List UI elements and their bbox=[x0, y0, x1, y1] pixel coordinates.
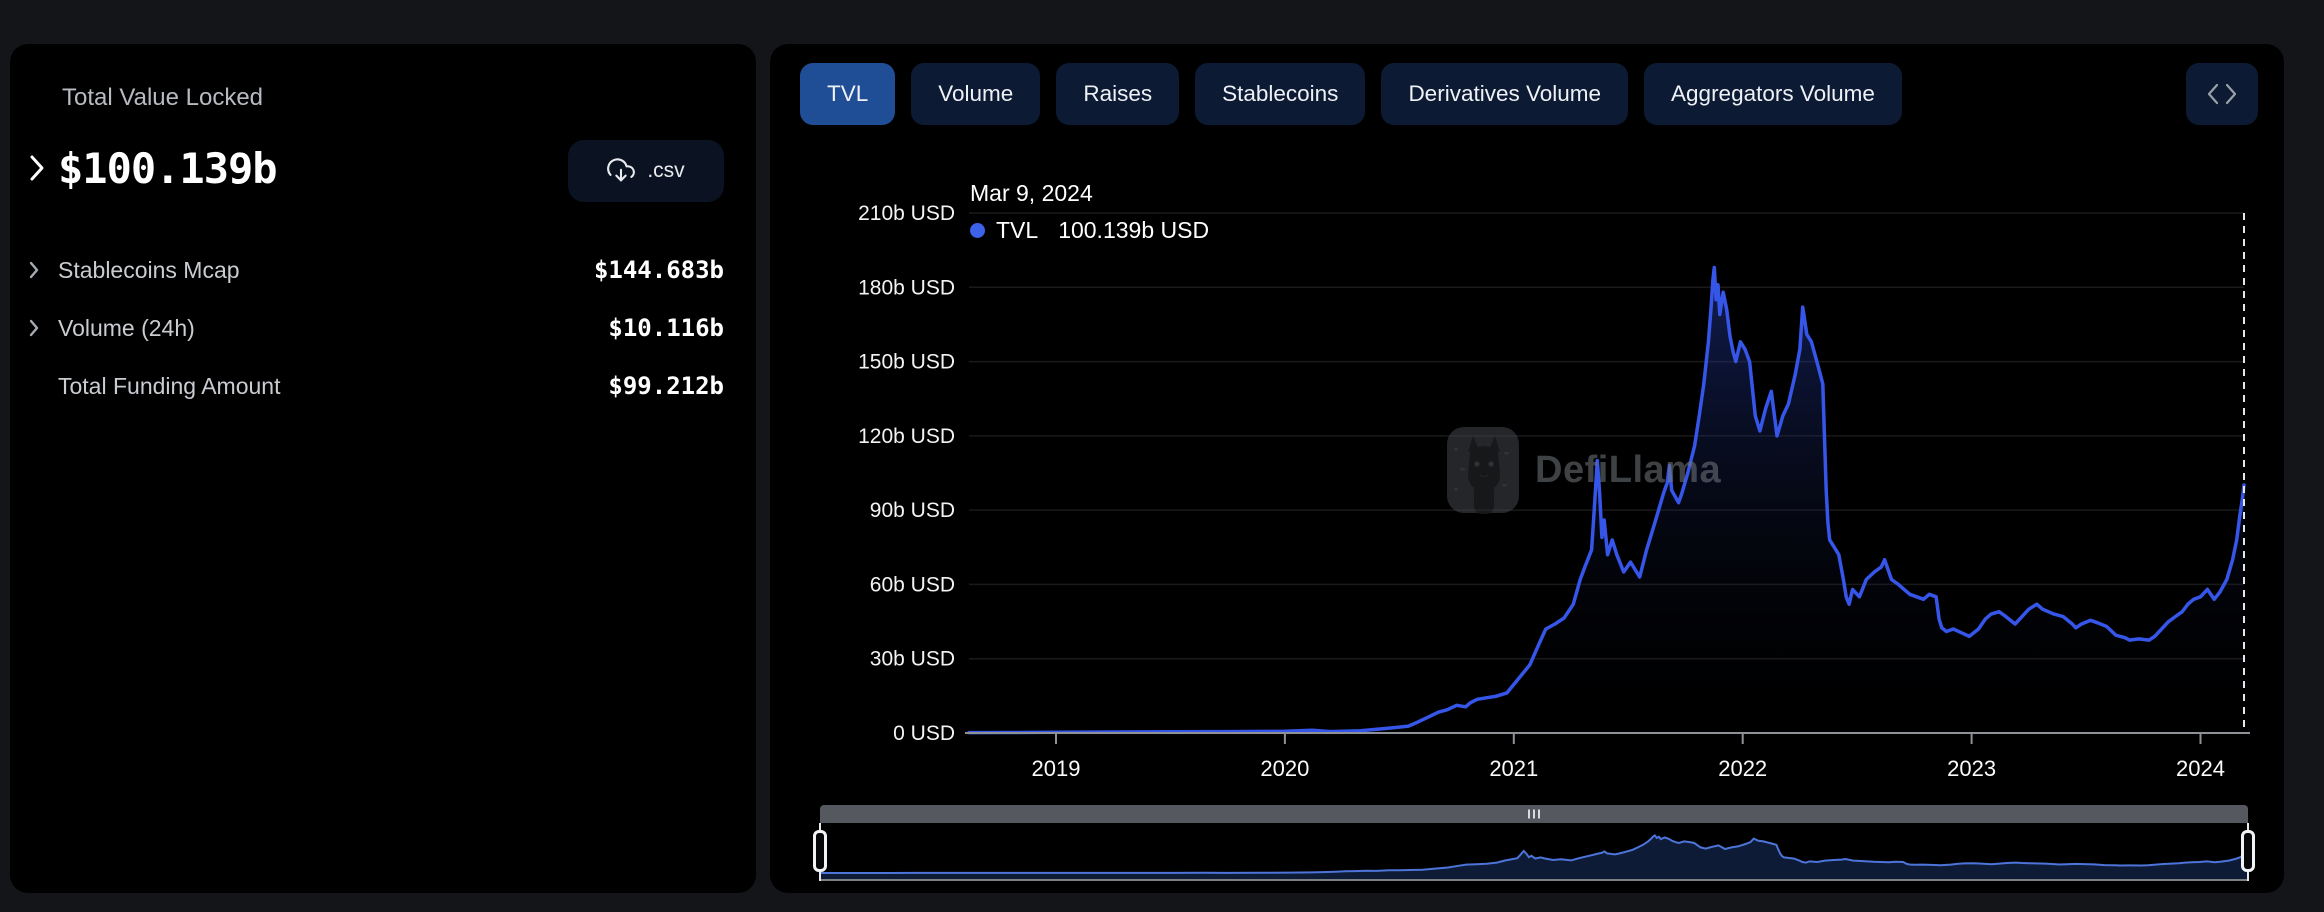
tooltip-date: Mar 9, 2024 bbox=[970, 180, 1093, 206]
metric-value: $99.212b bbox=[608, 372, 724, 400]
tvl-main-row[interactable]: $100.139b bbox=[28, 136, 278, 200]
metric-value: $144.683b bbox=[593, 256, 724, 284]
embed-code-button[interactable] bbox=[2186, 63, 2258, 125]
y-axis-labels: 210b USD 180b USD 150b USD 120b USD 90b USD 6… bbox=[858, 202, 955, 745]
svg-text:210b USD: 210b USD bbox=[858, 202, 955, 225]
svg-text:90b USD: 90b USD bbox=[870, 499, 955, 522]
svg-text:2023: 2023 bbox=[1947, 756, 1996, 781]
download-csv-button[interactable]: .csv bbox=[568, 140, 724, 202]
chart-tooltip: Mar 9, 2024 TVL 100.139b USD bbox=[970, 180, 1209, 244]
metric-row-volume-24h-[interactable]: Volume (24h) $10.116b bbox=[28, 306, 724, 350]
metric-label: Volume (24h) bbox=[58, 314, 195, 341]
tvl-main-value: $100.139b bbox=[58, 143, 278, 193]
metric-label: Stablecoins Mcap bbox=[58, 256, 240, 283]
navigator-chart[interactable] bbox=[820, 823, 2249, 881]
chevron-right-icon[interactable] bbox=[28, 153, 46, 183]
code-brackets-icon bbox=[2205, 81, 2239, 107]
csv-button-label: .csv bbox=[647, 159, 685, 182]
tooltip-value: 100.139b USD bbox=[1058, 217, 1210, 243]
chevron-right-icon[interactable] bbox=[28, 260, 58, 280]
x-axis-labels: 2019 2020 2021 2022 2023 2024 bbox=[1032, 756, 2225, 781]
tab-aggregators-volume[interactable]: Aggregators Volume bbox=[1644, 63, 1902, 125]
svg-text:120b USD: 120b USD bbox=[858, 425, 955, 448]
tvl-area-series bbox=[967, 265, 2246, 735]
tab-raises[interactable]: Raises bbox=[1056, 63, 1180, 125]
metric-value: $10.116b bbox=[608, 314, 724, 342]
metric-row-stablecoins-mcap[interactable]: Stablecoins Mcap $144.683b bbox=[28, 248, 724, 292]
tooltip-series-label: TVL bbox=[996, 217, 1039, 243]
tab-derivatives-volume[interactable]: Derivatives Volume bbox=[1381, 63, 1629, 125]
svg-text:2024: 2024 bbox=[2176, 756, 2225, 781]
metric-label: Total Funding Amount bbox=[58, 372, 281, 399]
defillama-watermark: DefiLlama bbox=[1446, 426, 1721, 514]
svg-text:180b USD: 180b USD bbox=[858, 276, 955, 299]
svg-text:2021: 2021 bbox=[1489, 756, 1538, 781]
svg-text:0 USD: 0 USD bbox=[893, 722, 955, 745]
brush-track[interactable] bbox=[820, 805, 2248, 823]
svg-text:150b USD: 150b USD bbox=[858, 351, 955, 374]
svg-text:30b USD: 30b USD bbox=[870, 648, 955, 671]
svg-text:2020: 2020 bbox=[1260, 756, 1309, 781]
defillama-logo-icon bbox=[1446, 426, 1520, 514]
tab-volume[interactable]: Volume bbox=[911, 63, 1041, 125]
tabs-row: TVL Volume Raises Stablecoins Derivatives Vo… bbox=[800, 63, 2258, 125]
brush-handle-left[interactable] bbox=[813, 830, 827, 872]
svg-text:2019: 2019 bbox=[1032, 756, 1081, 781]
tab-tvl[interactable]: TVL bbox=[800, 63, 896, 125]
tab-stablecoins[interactable]: Stablecoins bbox=[1195, 63, 1366, 125]
brush-grip-icon[interactable] bbox=[1528, 809, 1540, 819]
watermark-text: DefiLlama bbox=[1535, 448, 1722, 491]
series-dot-icon bbox=[970, 223, 985, 238]
main-chart[interactable]: 2019 2020 2021 2022 2023 2024 210b USD 180b USD… bbox=[770, 44, 2284, 893]
chevron-right-icon[interactable] bbox=[28, 318, 58, 338]
download-cloud-icon bbox=[607, 157, 636, 185]
metric-rows: Stablecoins Mcap $144.683b Volume (24h) $10… bbox=[28, 248, 724, 422]
svg-text:60b USD: 60b USD bbox=[870, 573, 955, 596]
metric-row-total-funding-amount[interactable]: Total Funding Amount $99.212b bbox=[28, 364, 724, 408]
panel-title: Total Value Locked bbox=[62, 84, 264, 111]
svg-text:2022: 2022 bbox=[1718, 756, 1767, 781]
navigator-series bbox=[820, 834, 2249, 879]
chart-panel: TVL Volume Raises Stablecoins Derivatives Vo… bbox=[770, 44, 2284, 893]
brush-handle-right[interactable] bbox=[2241, 830, 2255, 872]
tvl-summary-panel: Total Value Locked $100.139b .csv Stable… bbox=[10, 44, 756, 893]
x-axis-ticks bbox=[1055, 733, 2202, 744]
